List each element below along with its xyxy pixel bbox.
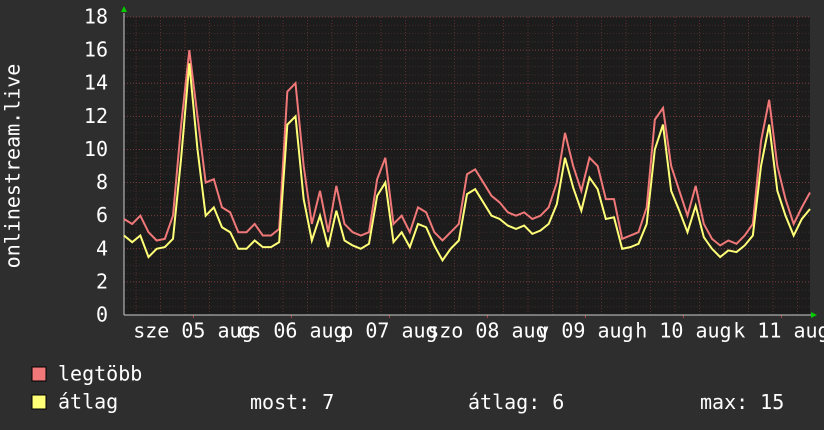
x-tick-label: cs 06 aug [237,319,345,343]
series-line [123,49,811,247]
grid [123,13,812,318]
y-tick-label: 2 [96,269,108,293]
stat: átlag: 6 [468,390,564,414]
y-tick-label: 16 [84,38,108,62]
stat-value: 15 [760,390,784,414]
stat-label: átlag: [468,390,540,414]
y-tick-label: 6 [96,203,108,227]
y-tick-label: 10 [84,137,108,161]
stat-value: 7 [322,390,334,414]
stat-label: max: [700,390,748,414]
legend-swatch [31,366,47,382]
series-line [123,63,811,263]
y-tick-label: 8 [96,170,108,194]
x-tick-label: p 07 aug [341,319,437,343]
stat-value: 6 [552,390,564,414]
x-tick-label: h 10 aug [635,319,731,343]
y-tick-label: 0 [96,303,108,327]
stat: max: 15 [700,390,784,414]
y-tick-label: 18 [84,5,108,29]
legend-label: átlag [58,390,118,414]
x-tick-label: sze 05 aug [133,319,253,343]
x-tick-label: k 11 aug [733,319,824,343]
legend-swatch [31,394,47,410]
marks [123,49,811,263]
y-tick-label: 14 [84,71,108,95]
legend-label: legtöbb [58,362,142,386]
y-tick-label: 12 [84,104,108,128]
x-arrow [811,312,817,318]
y-tick-label: 4 [96,236,108,260]
x-tick-label: v 09 aug [537,319,633,343]
stat-label: most: [250,390,310,414]
legend: legtöbb átlag most: 7 átlag: 6 max: 15 [31,362,784,414]
y-arrow [121,6,127,12]
y-axis-label: onlinestream.live [1,64,25,269]
x-tick-label: szo 08 aug [427,319,547,343]
stat: most: 7 [250,390,334,414]
